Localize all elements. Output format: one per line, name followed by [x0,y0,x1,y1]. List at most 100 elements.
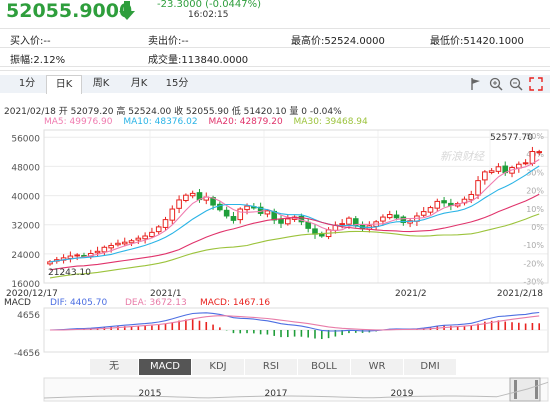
min-price-label: 21243.10 [48,268,91,278]
pct-tick-label: -30% [523,278,544,287]
candle-body [414,215,420,222]
tab-1min[interactable]: 1分 [18,78,36,89]
tab-monthly[interactable]: 月K [130,78,148,89]
candle-body [278,218,284,224]
quote-row-1: 买入价:-- 卖出价:-- 最高价:52524.0000 最低价:51420.1… [0,28,550,47]
ma30-label: MA30: 39468.94 [293,117,368,127]
candle-body [223,209,230,217]
candle-body [101,246,108,253]
candle-body [67,255,74,259]
indicator-wr[interactable]: WR [351,359,404,375]
low-price: 最低价:51420.1000 [430,36,524,47]
candle-body [448,202,454,206]
pct-tick-label: 10% [526,205,544,214]
timeline-year-label: 2019 [391,389,414,399]
candle-body [325,229,332,238]
watermark: 新浪财经 [440,150,485,163]
zoom-out-icon[interactable] [509,77,523,91]
flag-icon[interactable] [469,77,483,91]
quote-header: 52055.9000 -23.3000 (-0.0447%) 16:02:15 [0,0,550,28]
candle-body [386,214,393,219]
candle-body [339,223,345,226]
ma20-label: MA20: 42879.20 [208,117,283,127]
indicator-rsi[interactable]: RSI [245,359,298,375]
candle-body [482,171,488,181]
pct-tick-label: 20% [526,187,544,196]
candle-body [169,208,176,221]
candle-body [516,163,522,169]
ma-legend: MA5: 49976.90 MA10: 48376.02 MA20: 42879… [44,117,376,127]
macd-y-tick: 4656 [17,311,40,321]
max-price-label: 52577.70 [490,133,533,143]
candle-body [291,216,298,220]
indicator-kdj[interactable]: KDJ [192,359,245,375]
candle-body [285,218,291,225]
pct-tick-label: -10% [523,241,544,250]
tab-weekly[interactable]: 周K [92,78,110,89]
expand-icon[interactable] [529,77,543,91]
indicator-dmi[interactable]: DMI [404,359,457,375]
candle-body [115,242,121,246]
y-tick-label: 24000 [11,251,40,261]
indicator-macd[interactable]: MACD [139,359,192,375]
candle-body [400,216,407,224]
candle-body [162,219,169,228]
ma10-label: MA10: 48376.02 [123,117,198,127]
ma30-line [49,213,540,279]
candle-body [135,237,142,241]
y-tick-label: 32000 [11,222,40,232]
candle-body [217,203,223,211]
candle-body [529,150,536,164]
candle-body [502,165,509,174]
dif-label: DIF: 4405.70 [50,298,107,308]
candle-body [94,250,101,254]
candle-body [196,192,203,201]
candle-body [237,208,244,221]
candle-body [155,226,162,233]
zoom-in-icon[interactable] [489,77,503,91]
candle-body [468,193,475,201]
pct-tick-label: 40% [526,150,544,159]
candle-body [230,216,237,221]
quote-row-2: 振幅:2.12% 成交量:113840.0000 [0,47,550,67]
candle-body [434,200,441,209]
candle-body [373,221,379,227]
pct-tick-label: 50% [526,132,544,141]
period-tabs: 1分 日K 周K 月K 15分 [0,70,550,94]
candle-body [495,166,502,172]
candle-body [420,211,427,216]
arrow-down-icon [119,1,135,20]
ma20-line [49,193,540,271]
candle-body [454,203,461,207]
candle-body [189,192,196,197]
candle-body [183,194,189,201]
candle-body [346,217,352,225]
y-tick-label: 48000 [11,163,40,173]
dea-label: DEA: 3672.13 [125,298,187,308]
indicator-none[interactable]: 无 [90,359,139,375]
candle-body [142,235,148,240]
dif-line [49,311,540,332]
candle-body [108,244,114,249]
candle-body [47,261,53,265]
tab-bar-background [0,75,550,93]
tab-15min[interactable]: 15分 [165,78,189,89]
current-price: 52055.9000 [6,0,133,22]
ma10-line [49,165,540,263]
candle-body [332,224,339,231]
candle-body [488,170,495,173]
y-tick-label: 56000 [11,134,40,144]
candle-body [461,198,468,204]
quote-time: 16:02:15 [188,10,229,20]
macd-y-tick: -4656 [14,349,40,359]
candle-body [509,167,515,174]
tab-daily[interactable]: 日K [46,75,82,94]
candle-body [380,216,386,222]
bid-price: 买入价:-- [10,36,51,47]
candle-body [244,205,250,211]
candle-body [522,162,529,165]
candle-body [318,232,325,237]
candle-body [312,228,318,235]
indicator-boll[interactable]: BOLL [298,359,351,375]
candle-body [305,221,311,229]
